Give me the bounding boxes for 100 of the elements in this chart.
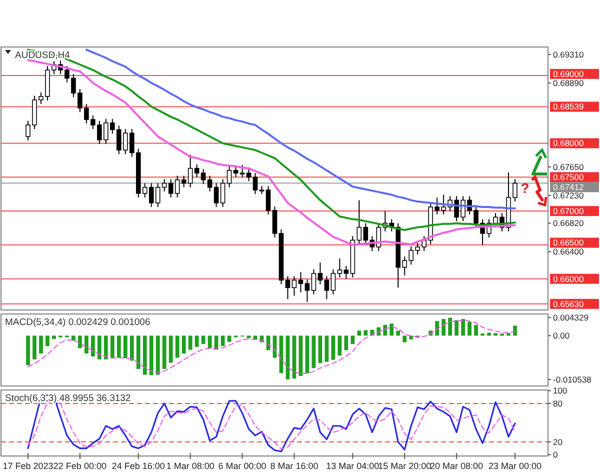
bar bbox=[435, 321, 440, 336]
candlestick bbox=[240, 164, 245, 178]
candlestick bbox=[214, 182, 219, 208]
y-tick-label: 0.67230 bbox=[553, 190, 584, 200]
ref-line-label: 0.66000 bbox=[553, 274, 584, 284]
bar bbox=[104, 336, 108, 360]
candlestick bbox=[181, 175, 186, 188]
candlestick bbox=[207, 175, 212, 192]
bar bbox=[39, 336, 43, 354]
candlestick bbox=[226, 166, 232, 188]
x-tick-label: 6 Mar 00:00 bbox=[218, 461, 266, 471]
y-tick-label: 20 bbox=[553, 436, 563, 447]
bar bbox=[468, 322, 472, 336]
candlestick bbox=[304, 278, 310, 302]
y-tick-label: 0.68890 bbox=[553, 78, 584, 88]
bar bbox=[168, 336, 173, 363]
bar bbox=[130, 336, 134, 361]
bar bbox=[454, 320, 459, 336]
candlestick bbox=[292, 276, 297, 296]
x-tick-label: 8 Mar 16:00 bbox=[270, 461, 318, 471]
y-tick-label: 0 bbox=[553, 450, 558, 460]
candlestick bbox=[233, 166, 238, 178]
ref-line-label: 0.69000 bbox=[553, 68, 584, 79]
x-tick-label: 1 Mar 08:00 bbox=[166, 461, 214, 471]
bar bbox=[442, 318, 446, 336]
bar bbox=[513, 326, 517, 336]
bar bbox=[46, 336, 50, 346]
bar bbox=[188, 336, 192, 350]
y-tick-label: 0.66400 bbox=[553, 246, 584, 257]
candlestick bbox=[200, 168, 206, 184]
bar bbox=[123, 336, 128, 358]
ref-line-label: 0.66500 bbox=[553, 238, 584, 248]
bar bbox=[474, 324, 478, 336]
candlestick bbox=[318, 262, 323, 285]
ref-line-label: 0.68539 bbox=[553, 102, 584, 112]
candlestick bbox=[252, 172, 258, 195]
bar bbox=[350, 336, 355, 344]
bar bbox=[396, 330, 400, 336]
bar bbox=[227, 336, 232, 342]
bar bbox=[116, 336, 121, 358]
candlestick bbox=[311, 268, 316, 295]
bar bbox=[90, 336, 95, 356]
bar bbox=[338, 336, 342, 356]
ref-line-label: 0.65630 bbox=[553, 298, 584, 309]
y-tick-label: 0.004329 bbox=[553, 312, 589, 323]
candlestick bbox=[337, 258, 342, 278]
ref-line-label: 0.67500 bbox=[553, 172, 584, 182]
ref-line-label: 0.68000 bbox=[553, 138, 584, 148]
x-tick-label: 22 Feb 00:00 bbox=[53, 461, 106, 471]
bar bbox=[136, 336, 140, 369]
x-tick-label: 17 Feb 2023 bbox=[2, 461, 54, 471]
bar bbox=[494, 333, 498, 336]
bar bbox=[305, 336, 310, 374]
bar bbox=[461, 318, 465, 336]
bar bbox=[26, 336, 30, 366]
bar bbox=[32, 336, 36, 360]
bar bbox=[175, 336, 180, 358]
candlestick bbox=[188, 154, 193, 188]
bar bbox=[208, 336, 212, 348]
bar bbox=[487, 332, 491, 336]
bar bbox=[344, 336, 348, 350]
bar bbox=[402, 336, 407, 342]
y-tick-label: 0.66820 bbox=[553, 218, 584, 228]
bar bbox=[72, 336, 76, 341]
bar bbox=[194, 336, 199, 347]
chart-title: MACD(5,34,4) 0.002429 0.001006 bbox=[5, 317, 150, 328]
bar bbox=[214, 336, 218, 350]
bar bbox=[149, 336, 154, 376]
bar bbox=[324, 336, 329, 362]
bar bbox=[162, 336, 166, 369]
bar bbox=[448, 318, 452, 336]
x-tick-label: 23 Mar 00:00 bbox=[488, 461, 542, 471]
x-tick-label: 20 Mar 08:00 bbox=[430, 461, 484, 471]
candlestick bbox=[330, 268, 336, 295]
ref-line-label: 0.67000 bbox=[553, 206, 584, 216]
bar bbox=[142, 336, 147, 375]
candlestick bbox=[246, 168, 252, 182]
y-tick-label: 0.69310 bbox=[553, 49, 584, 60]
y-tick-label: 0.67650 bbox=[553, 162, 584, 172]
bar bbox=[390, 324, 394, 336]
x-tick-label: 15 Mar 20:00 bbox=[378, 461, 432, 471]
text: ? bbox=[520, 180, 530, 196]
candlestick bbox=[324, 276, 330, 300]
y-tick-label: 80 bbox=[553, 398, 563, 408]
bar bbox=[220, 336, 225, 346]
x-tick-label: 24 Feb 16:00 bbox=[112, 461, 165, 471]
candlestick bbox=[285, 276, 290, 300]
candlestick bbox=[272, 206, 278, 238]
bar bbox=[78, 336, 82, 348]
y-tick-label: 100 bbox=[553, 386, 568, 396]
bar bbox=[156, 336, 160, 375]
bar bbox=[201, 336, 206, 344]
candlestick bbox=[266, 185, 271, 215]
bar bbox=[383, 324, 388, 336]
bar bbox=[312, 336, 316, 368]
ref-line-label: 0.67412 bbox=[553, 182, 584, 192]
bar bbox=[331, 336, 336, 360]
candlestick bbox=[356, 200, 362, 245]
bar bbox=[182, 336, 186, 354]
y-tick-label: -0.010538 bbox=[553, 374, 592, 384]
